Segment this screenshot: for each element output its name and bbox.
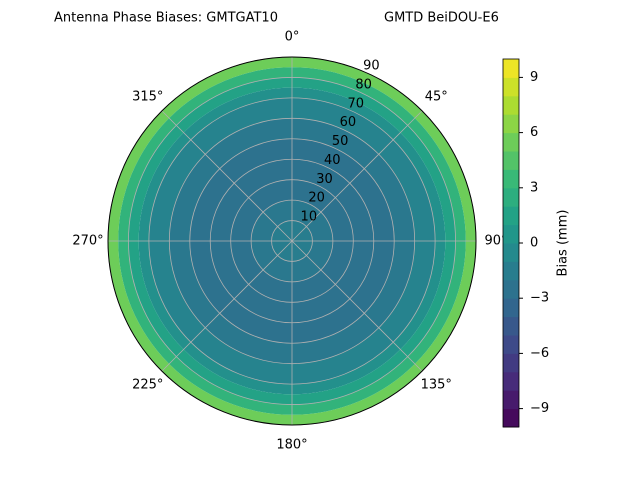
colorbar-band (503, 298, 519, 318)
colorbar-band (503, 279, 519, 299)
chart-subtitle: GMTD BeiDOU-E6 (384, 11, 499, 26)
r-tick-label: 40 (324, 153, 341, 168)
r-tick-label: 70 (347, 96, 364, 111)
colorbar-tick-label: −9 (530, 401, 549, 416)
colorbar-band (503, 371, 519, 391)
colorbar-tick-label: −3 (530, 291, 549, 306)
colorbar-band (503, 390, 519, 410)
theta-tick-label: 90° (484, 234, 507, 249)
colorbar-band (503, 353, 519, 373)
colorbar-band (503, 261, 519, 281)
colorbar-tick-label: 3 (530, 180, 538, 195)
chart-title: Antenna Phase Biases: GMTGAT10 (54, 11, 278, 26)
colorbar-band (503, 77, 519, 97)
r-tick-label: 90 (363, 59, 380, 74)
theta-tick-label: 315° (132, 89, 163, 104)
colorbar-tick-label: 6 (530, 125, 538, 140)
colorbar-tick-label: 0 (530, 236, 538, 251)
theta-tick-label: 225° (132, 378, 163, 393)
theta-tick-label: 45° (425, 89, 448, 104)
colorbar-band (503, 169, 519, 189)
angular-grid (291, 110, 423, 242)
r-tick-label: 30 (316, 172, 333, 187)
colorbar-band (503, 408, 519, 428)
r-tick-label: 80 (355, 77, 372, 92)
colorbar-tick-label: 9 (530, 70, 538, 85)
theta-tick-label: 0° (285, 30, 300, 45)
r-tick-label: 10 (301, 210, 318, 225)
colorbar-band (503, 114, 519, 134)
angular-grid (291, 240, 423, 372)
colorbar-label: Bias (mm) (556, 210, 571, 277)
r-tick-label: 50 (332, 134, 349, 149)
theta-tick-label: 135° (421, 378, 452, 393)
colorbar-band (503, 187, 519, 207)
theta-tick-label: 270° (72, 234, 103, 249)
colorbar-band (503, 151, 519, 170)
polar-frame (107, 56, 477, 426)
r-tick-label: 60 (340, 115, 357, 130)
colorbar-band (503, 224, 519, 244)
colorbar-band (503, 59, 519, 78)
colorbar-band (503, 335, 519, 354)
colorbar-band (503, 206, 519, 226)
colorbar-band (503, 95, 519, 115)
angular-grid (161, 110, 293, 242)
r-tick-label: 20 (308, 191, 325, 206)
colorbar-band (503, 132, 519, 152)
colorbar-band (503, 316, 519, 336)
colorbar-band (503, 243, 519, 262)
colorbar-tick-label: −6 (530, 346, 549, 361)
angular-grid (161, 240, 293, 372)
theta-tick-label: 180° (276, 438, 307, 453)
